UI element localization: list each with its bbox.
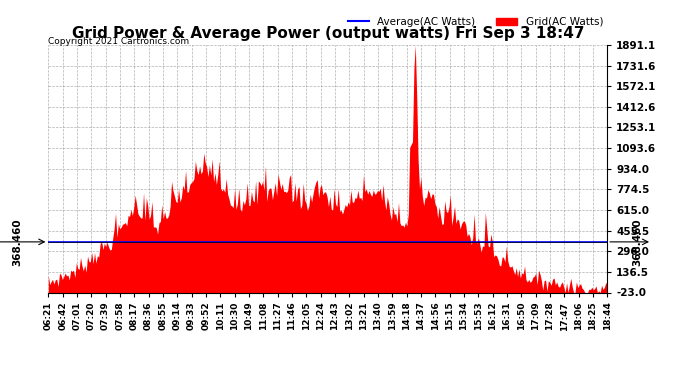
Text: Copyright 2021 Cartronics.com: Copyright 2021 Cartronics.com	[48, 38, 190, 46]
Text: 368.460: 368.460	[633, 218, 643, 266]
Title: Grid Power & Average Power (output watts) Fri Sep 3 18:47: Grid Power & Average Power (output watts…	[72, 26, 584, 41]
Text: 368.460: 368.460	[12, 218, 23, 266]
Legend: Average(AC Watts), Grid(AC Watts): Average(AC Watts), Grid(AC Watts)	[344, 13, 607, 31]
